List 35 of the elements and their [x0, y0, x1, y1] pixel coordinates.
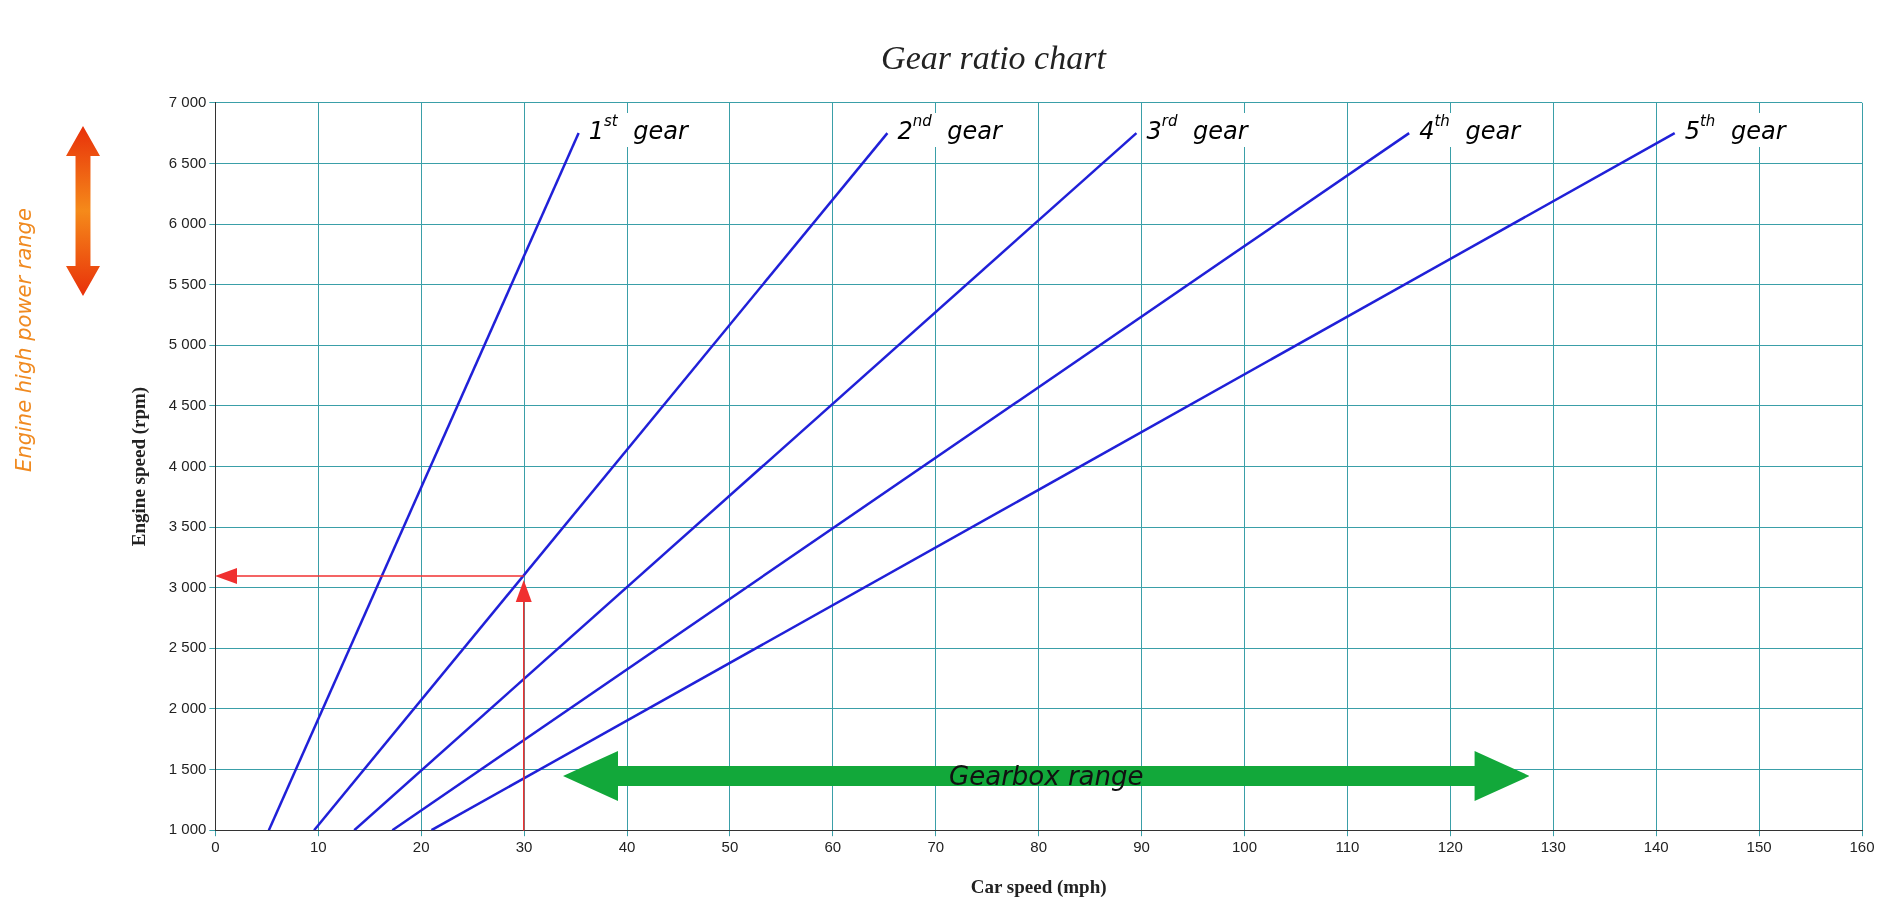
x-tick-label: 80: [1030, 838, 1048, 856]
y-axis-title: Engine speed (rpm): [128, 386, 151, 547]
y-tick-label: 3 000: [168, 577, 207, 595]
x-tick-label: 120: [1437, 838, 1463, 856]
x-tick-label: 160: [1849, 838, 1875, 856]
x-tick-label: 70: [927, 838, 945, 856]
y-tick-label: 3 500: [168, 517, 207, 535]
annotation: Gearbox range: [949, 761, 1144, 792]
x-tick-label: 90: [1133, 838, 1150, 856]
x-tick-label: 10: [309, 838, 327, 856]
y-tick-label: 1 500: [168, 759, 207, 777]
y-tick-label: 7 000: [168, 92, 207, 110]
x-tick-label: 0: [211, 838, 220, 856]
chart-title: Gear ratio chart: [881, 39, 1108, 77]
y-tick-label: 4 000: [168, 456, 207, 474]
y-tick-label: 2 500: [168, 638, 207, 656]
x-axis-title: Car speed (mph): [970, 875, 1107, 898]
x-tick-label: 30: [515, 838, 533, 856]
x-tick-label: 130: [1540, 838, 1566, 856]
x-tick-label: 20: [412, 838, 430, 856]
x-tick-label: 100: [1231, 838, 1258, 856]
x-tick-label: 150: [1746, 838, 1772, 856]
y-tick-label: 6 000: [168, 214, 207, 232]
y-tick-label: 4 500: [168, 396, 207, 414]
x-tick-label: 40: [618, 838, 636, 856]
y-tick-label: 5 000: [168, 335, 207, 353]
y-tick-label: 1 000: [168, 820, 207, 838]
x-tick-label: 60: [824, 838, 842, 856]
x-tick-label: 50: [721, 838, 739, 856]
x-tick-label: 110: [1335, 838, 1360, 856]
x-tick-label: 140: [1643, 838, 1669, 856]
y-tick-label: 2 000: [168, 699, 207, 717]
y-tick-label: 6 500: [168, 153, 207, 171]
text: Engine high power range: [11, 208, 36, 472]
y-tick-label: 5 500: [168, 274, 207, 292]
